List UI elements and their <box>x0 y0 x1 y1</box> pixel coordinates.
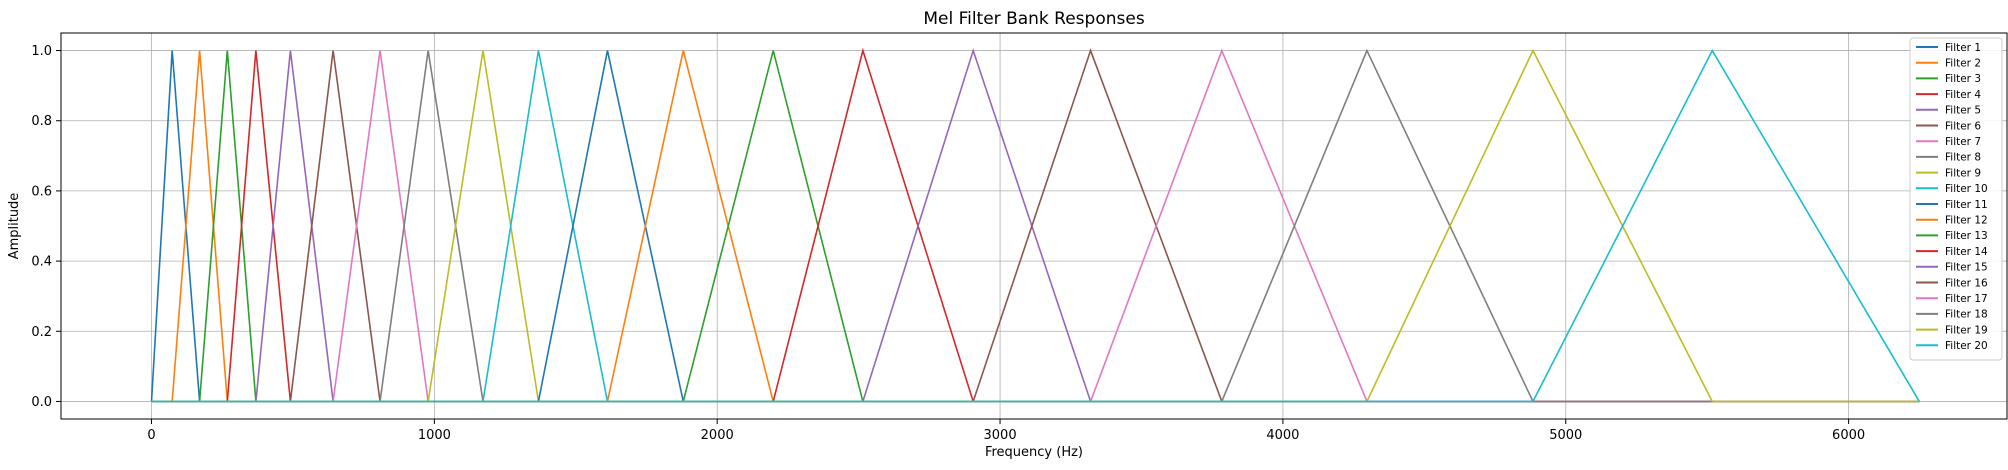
legend-label: Filter 7 <box>1945 136 1981 148</box>
x-tick-label: 2000 <box>701 428 734 443</box>
legend-label: Filter 11 <box>1945 199 1988 211</box>
grid-lines <box>61 33 2007 419</box>
y-tick-label: 0.6 <box>31 184 52 199</box>
legend-label: Filter 3 <box>1945 73 1981 85</box>
legend-label: Filter 10 <box>1945 183 1988 195</box>
legend-label: Filter 9 <box>1945 167 1981 179</box>
legend-box <box>1909 37 2003 361</box>
legend-label: Filter 4 <box>1945 89 1981 101</box>
legend-label: Filter 5 <box>1945 105 1981 117</box>
plot-frame <box>60 32 2008 420</box>
x-tick-label: 1000 <box>418 428 451 443</box>
legend-label: Filter 16 <box>1945 277 1988 289</box>
legend-label: Filter 14 <box>1945 246 1988 258</box>
legend-label: Filter 19 <box>1945 324 1988 336</box>
x-tick-label: 6000 <box>1832 428 1865 443</box>
series-line-filter-20 <box>151 48 1921 403</box>
legend-label: Filter 2 <box>1945 58 1981 70</box>
y-tick-label: 0.4 <box>31 255 52 270</box>
legend-label: Filter 1 <box>1945 42 1981 54</box>
legend-label: Filter 20 <box>1945 340 1988 352</box>
y-tick-label: 0.8 <box>31 114 52 129</box>
legend-label: Filter 6 <box>1945 120 1981 132</box>
x-tick-label: 0 <box>147 428 155 443</box>
y-tick-label: 1.0 <box>31 44 52 59</box>
legend-label: Filter 12 <box>1945 215 1988 227</box>
legend: Filter 1 Filter 2 Filter 3 Filter 4 Filter 5… <box>1909 37 2003 361</box>
y-tick-label: 0.2 <box>31 325 52 340</box>
y-axis-label: Amplitude <box>7 193 22 260</box>
legend-label: Filter 17 <box>1945 293 1988 305</box>
legend-label: Filter 18 <box>1945 309 1988 321</box>
legend-label: Filter 15 <box>1945 262 1988 274</box>
chart-title: Mel Filter Bank Responses <box>923 9 1145 29</box>
x-axis-label: Frequency (Hz) <box>985 445 1083 460</box>
x-tick-label: 5000 <box>1549 428 1582 443</box>
legend-label: Filter 8 <box>1945 152 1981 164</box>
x-tick-label: 3000 <box>984 428 1017 443</box>
axis-ticks: 0 1000 2000 3000 4000 5000 6000 0.0 0.2 0.4 0.6 0.8… <box>31 44 1865 443</box>
y-tick-label: 0.0 <box>31 395 52 410</box>
legend-label: Filter 13 <box>1945 230 1988 242</box>
x-tick-label: 4000 <box>1266 428 1299 443</box>
series-group <box>150 47 1921 403</box>
